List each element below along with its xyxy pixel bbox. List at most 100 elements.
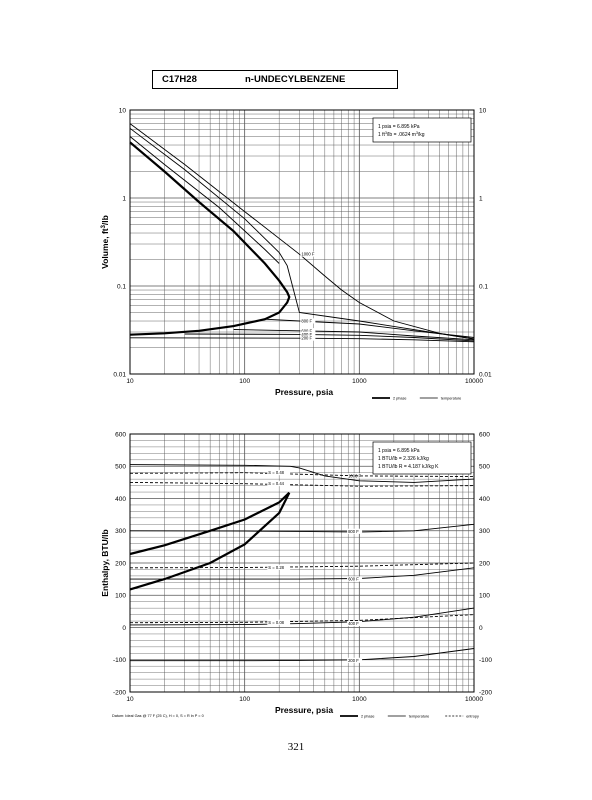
plot-frame: [129, 109, 475, 375]
series-line: [129, 123, 475, 340]
conversion-note: 1 psia = 6.895 kPa: [378, 448, 420, 454]
curve-label: 600 F: [301, 328, 312, 333]
series-line: [130, 648, 475, 662]
x-tick-label: 10000: [465, 696, 483, 703]
curve-label-bg: [300, 328, 316, 334]
curve-label-bg: [267, 564, 291, 571]
y-tick-label: 10: [119, 107, 127, 114]
curve-label: S = 0.44: [268, 481, 284, 486]
legend-label: temperature: [409, 714, 429, 718]
curve-label-bg: [267, 619, 291, 625]
y-tick-label-right: 500: [479, 464, 490, 471]
y-tick-label-right: 0.1: [479, 283, 488, 290]
chemical-formula: C17H28: [162, 74, 197, 85]
y-tick-label-right: -100: [479, 657, 492, 664]
x-tick-label: 100: [239, 696, 250, 703]
curve-label: S = 0.28: [268, 565, 284, 570]
curve-label-bg: [300, 251, 318, 257]
y-tick-label-right: 300: [479, 528, 490, 535]
curve-label: 800 F: [348, 529, 359, 534]
y-tick-label-right: 1: [479, 195, 483, 202]
curve-label: 1000 F: [348, 473, 361, 478]
y-tick-label: 600: [115, 431, 126, 438]
y-tick-label: 0.01: [113, 371, 126, 378]
compound-name: n-UNDECYLBENZENE: [245, 74, 346, 85]
series-line: [129, 464, 475, 483]
series-line: [130, 567, 475, 580]
y-tick-label-right: -200: [479, 689, 492, 696]
curve-label: S = 0.48: [268, 470, 284, 475]
y-tick-label-right: 200: [479, 560, 490, 567]
y-tick-label-right: 600: [479, 431, 490, 438]
curve-label: 200 F: [301, 336, 312, 341]
x-tick-label: 10000: [465, 378, 483, 385]
chart-volume: 10 100 1000 100000.010.11100.010.1110Pressu…: [100, 107, 492, 400]
conversion-box: [372, 441, 472, 475]
curve-label: 400 F: [301, 332, 312, 337]
series-line: [129, 607, 475, 626]
x-tick-label: 10: [126, 696, 134, 703]
curve-label-bg: [267, 480, 291, 487]
x-tick-label: 1000: [352, 378, 367, 385]
curve-label-bg: [267, 470, 291, 476]
curve-label-bg: [347, 657, 363, 663]
y-tick-label: 0: [122, 625, 126, 632]
legend-label: temperature: [441, 396, 461, 400]
curve-label: S = 0.08: [268, 620, 284, 625]
series-line: [129, 472, 475, 478]
curve-label-bg: [300, 318, 316, 324]
conversion-box: [372, 117, 472, 143]
series-line: [129, 136, 280, 264]
x-tick-label: 1000: [352, 696, 367, 703]
curve-label-bg: [300, 335, 316, 341]
page-number: 321: [287, 741, 305, 753]
compound-title-box: C17H28 n-UNDECYLBENZENE: [152, 70, 398, 89]
x-axis-title: Pressure, psia: [275, 387, 333, 397]
y-tick-label: 200: [115, 560, 126, 567]
x-tick-label: 10: [126, 378, 134, 385]
y-tick-label-right: 0.01: [479, 371, 492, 378]
series-line: [129, 491, 291, 556]
series-line: [129, 481, 475, 487]
curve-label-bg: [347, 576, 363, 582]
curve-label: 800 F: [301, 319, 312, 324]
y-tick-label-right: 400: [479, 496, 490, 503]
curve-label-bg: [347, 620, 363, 627]
series-line: [129, 141, 291, 336]
legend-label: 2 phase: [393, 396, 407, 400]
y-tick-label-right: 10: [479, 107, 487, 114]
y-tick-label: 0.1: [117, 283, 126, 290]
x-axis-title: Pressure, psia: [275, 705, 333, 715]
conversion-note: 1 BTU/lb = 2.326 kJ/kg: [378, 456, 429, 462]
curve-label-bg: [347, 528, 363, 534]
x-tick-label: 100: [239, 378, 250, 385]
chart-enthalpy: 10 100 1000 10000-200-100010020030040050060…: [100, 431, 492, 718]
series-line: [233, 329, 475, 341]
series-line: [129, 127, 475, 340]
y-tick-label-right: 0: [479, 625, 483, 632]
plot-frame: [129, 433, 475, 693]
series-line: [129, 523, 475, 533]
curve-label: 200 F: [348, 658, 359, 663]
conversion-note: 1 BTU/lb R = 4.187 kJ/kg K: [378, 464, 439, 470]
y-tick-label: 400: [115, 496, 126, 503]
conversion-note: 1 ft3/lb = .0624 m3/kg: [378, 131, 425, 138]
legend-label: 2 phase: [361, 714, 375, 718]
series-line: [129, 337, 475, 343]
series-line: [129, 614, 475, 624]
datum-footnote: Datum: Ideal Gas @ 77 F (25 C), H = 0, S…: [112, 714, 204, 718]
curve-label: 600 F: [348, 577, 359, 582]
legend-label: entropy: [466, 714, 479, 718]
y-tick-label: 300: [115, 528, 126, 535]
y-tick-label: 500: [115, 464, 126, 471]
y-tick-label-right: 100: [479, 593, 490, 600]
series-line: [129, 492, 291, 591]
y-axis-title: Enthalpy, BTU/lb: [100, 529, 110, 596]
curve-label: 1000 F: [301, 252, 314, 257]
series-line: [184, 333, 475, 342]
y-tick-label: -100: [113, 657, 126, 664]
y-tick-label: -200: [113, 689, 126, 696]
y-tick-label: 100: [115, 593, 126, 600]
curve-label-bg: [300, 331, 316, 337]
